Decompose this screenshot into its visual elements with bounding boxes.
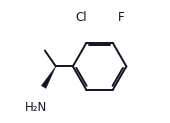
Text: F: F [118,11,124,24]
Text: H₂N: H₂N [25,101,47,114]
Text: Cl: Cl [75,11,87,24]
Polygon shape [41,66,56,88]
